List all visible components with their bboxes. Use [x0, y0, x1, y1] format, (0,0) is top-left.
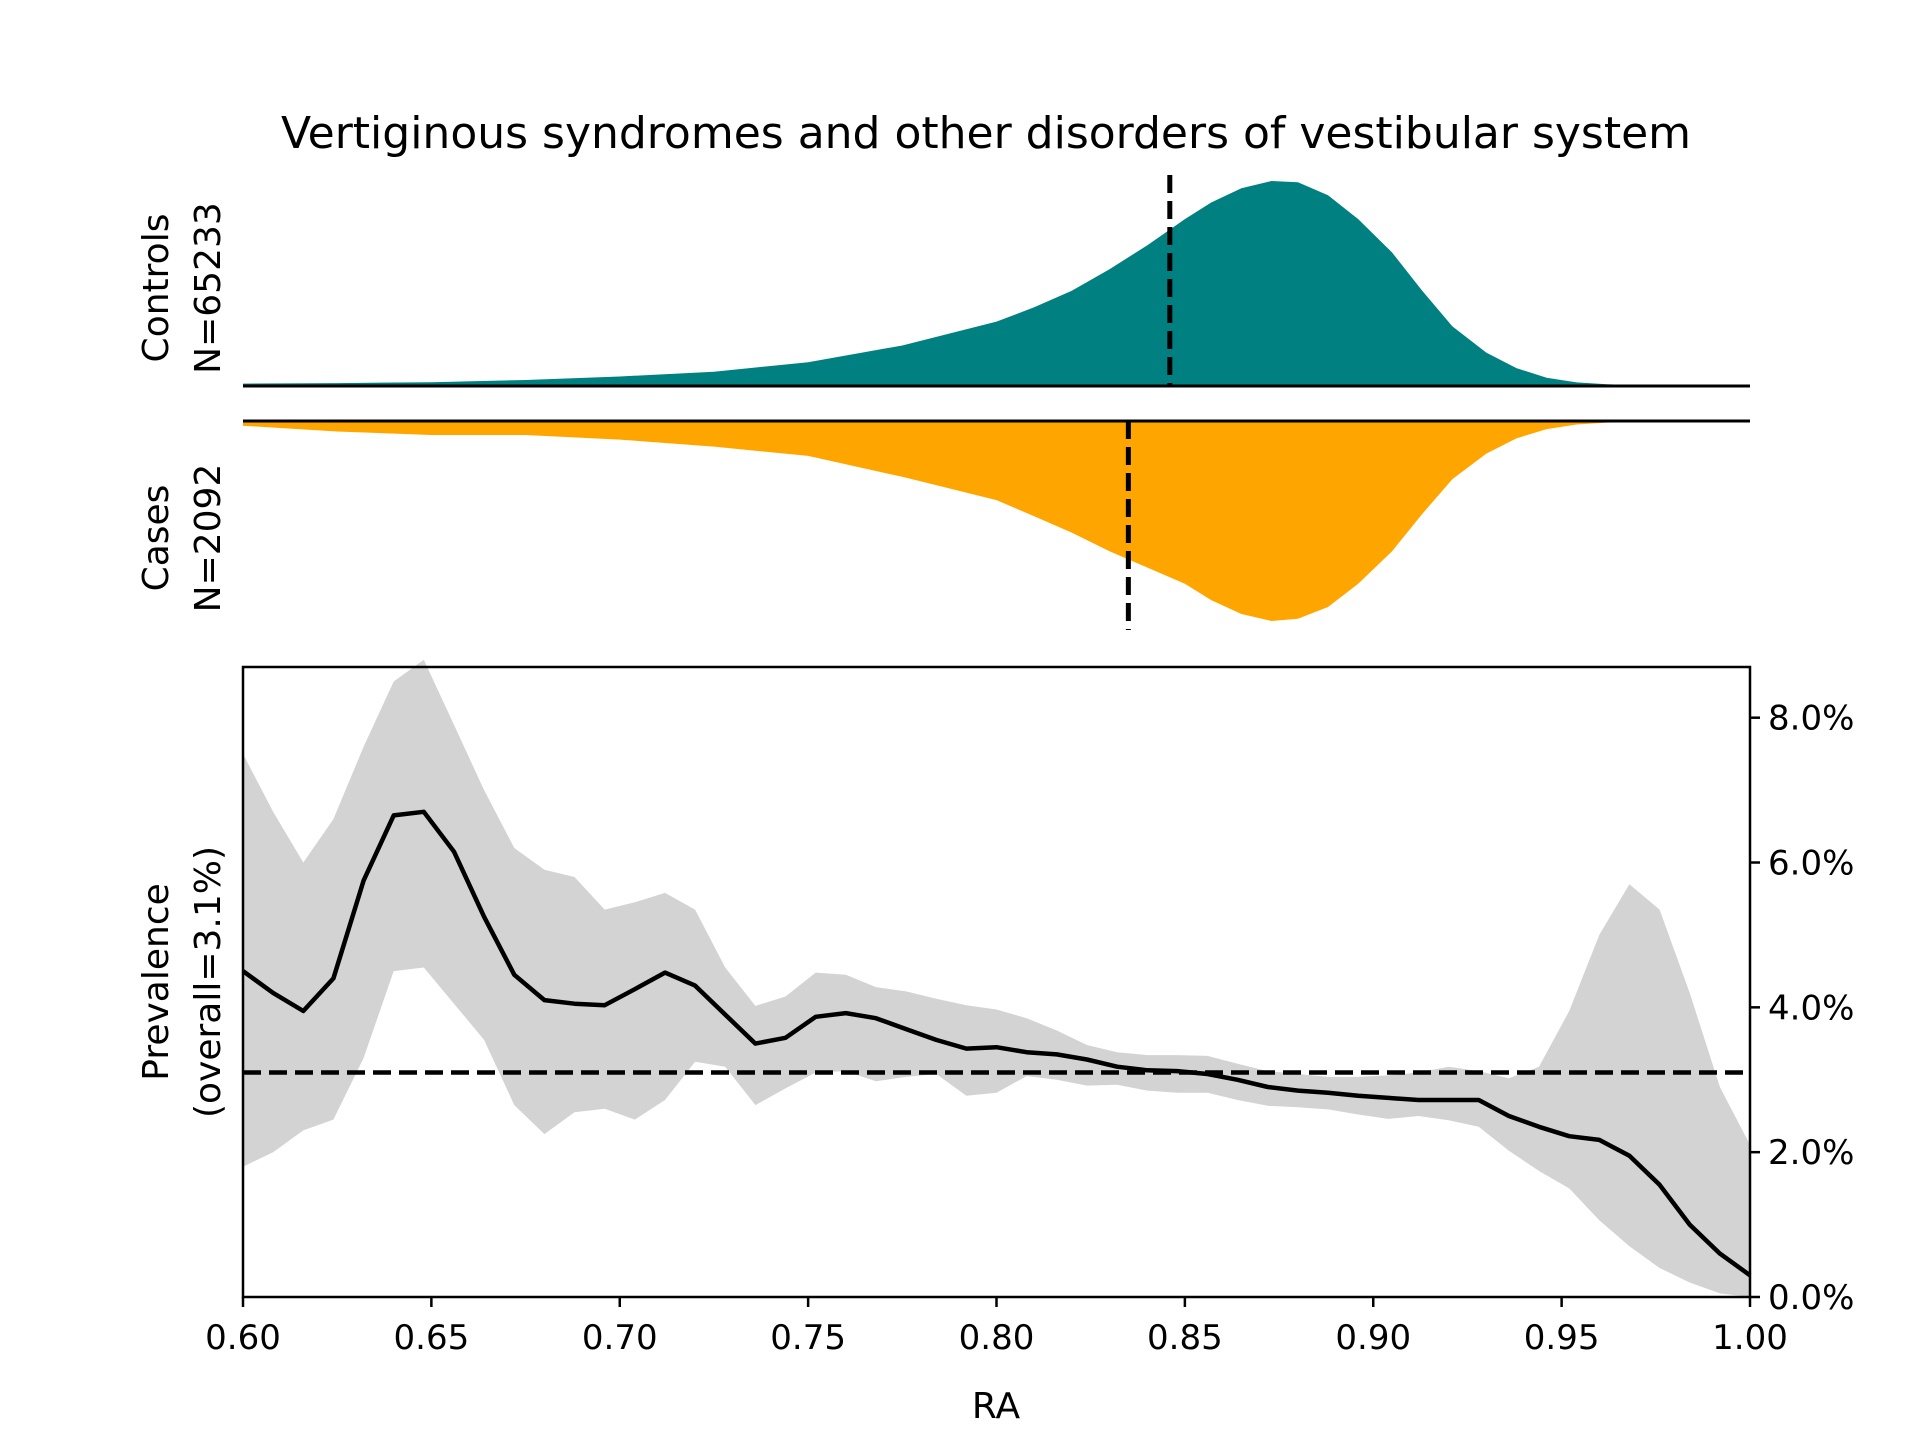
x-axis: 0.60 0.65 0.70 0.75 0.80 0.85 0.90 0.95 1.00	[205, 1297, 1788, 1358]
x-tick-label: 0.75	[770, 1318, 846, 1358]
y-tick-label: 4.0%	[1768, 988, 1854, 1028]
controls-density-area	[243, 181, 1750, 386]
y-axis-label: Prevalence	[136, 883, 177, 1081]
cases-panel: Cases N=2092	[136, 419, 1750, 630]
prevalence-line	[241, 809, 1752, 1278]
y-tick-label: 6.0%	[1768, 844, 1854, 884]
cases-n-label: N=2092	[188, 464, 229, 613]
controls-n-label: N=65233	[188, 202, 229, 374]
controls-panel: Controls N=65233	[136, 175, 1750, 388]
x-tick-label: 0.95	[1524, 1318, 1600, 1358]
y-tick-label: 0.0%	[1768, 1278, 1854, 1318]
y-tick-label: 2.0%	[1768, 1133, 1854, 1173]
x-tick-label: 0.90	[1335, 1318, 1411, 1358]
prevalence-panel: 0.60 0.65 0.70 0.75 0.80 0.85 0.90 0.95 1.00 0.0…	[136, 659, 1854, 1427]
y-tick-label: 8.0%	[1768, 699, 1854, 739]
x-tick-label: 0.85	[1147, 1318, 1223, 1358]
cases-label: Cases	[136, 485, 177, 592]
y-axis-label-overall: (overall=3.1%)	[188, 846, 229, 1118]
y-axis-right: 0.0% 2.0% 4.0% 6.0% 8.0%	[1750, 699, 1854, 1318]
confidence-band	[243, 659, 1750, 1297]
controls-label: Controls	[136, 214, 177, 363]
cases-density-area	[243, 421, 1750, 621]
x-tick-label: 0.80	[959, 1318, 1035, 1358]
chart-title: Vertiginous syndromes and other disorder…	[281, 108, 1691, 159]
x-tick-label: 0.65	[394, 1318, 470, 1358]
x-tick-label: 1.00	[1712, 1318, 1788, 1358]
x-tick-label: 0.70	[582, 1318, 658, 1358]
x-axis-label: RA	[972, 1386, 1021, 1427]
x-tick-label: 0.60	[205, 1318, 281, 1358]
